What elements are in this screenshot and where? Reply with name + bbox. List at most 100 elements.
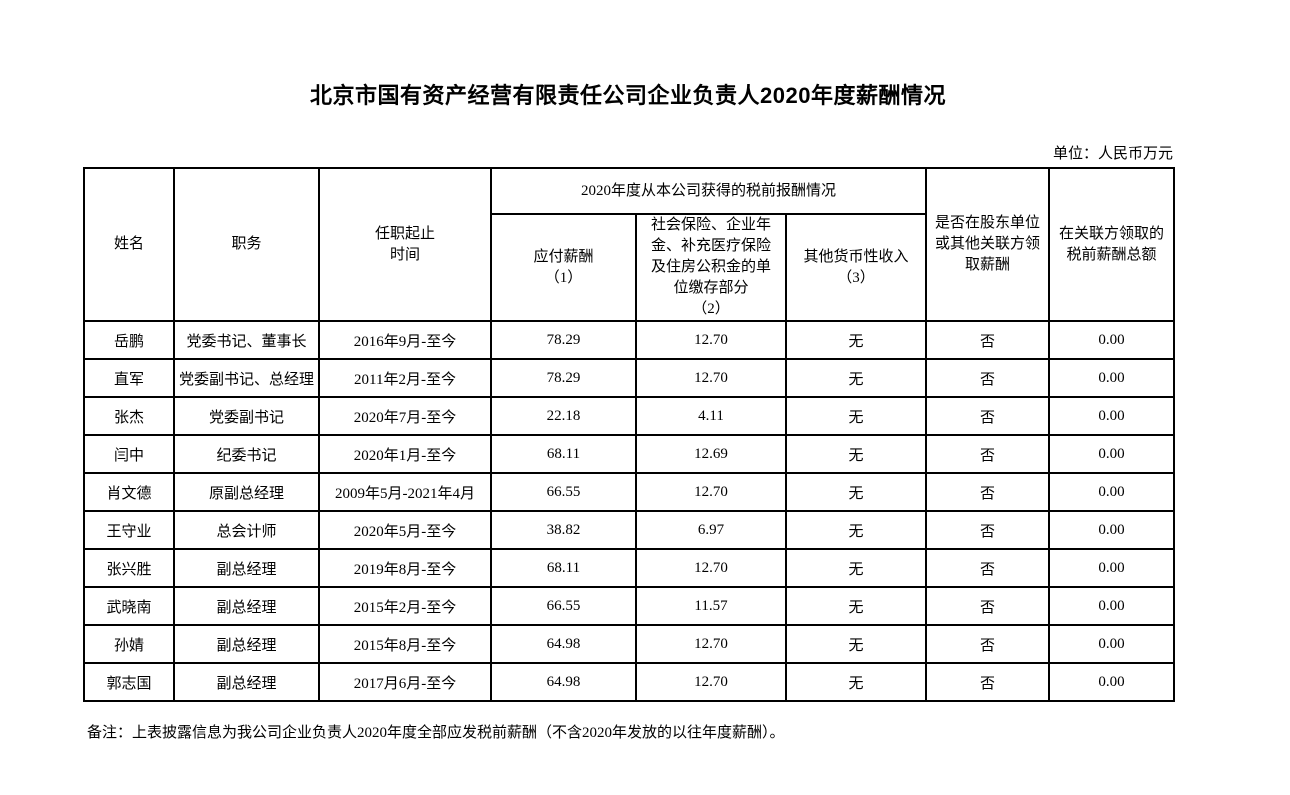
col-header-payable: 应付薪酬 （1） — [490, 213, 637, 322]
cell-related: 否 — [925, 396, 1051, 436]
cell-related: 否 — [925, 320, 1051, 360]
table-body: 岳鹏 党委书记、董事长 2016年9月-至今 78.29 12.70 无 否 0… — [83, 320, 1176, 702]
cell-name: 张兴胜 — [83, 548, 175, 588]
cell-position: 总会计师 — [173, 510, 320, 550]
cell-other: 无 — [784, 320, 928, 360]
table-row: 岳鹏 党委书记、董事长 2016年9月-至今 78.29 12.70 无 否 0… — [83, 320, 1176, 360]
footnote: 备注：上表披露信息为我公司企业负责人2020年度全部应发税前薪酬（不含2020年… — [87, 725, 785, 741]
cell-payable: 64.98 — [490, 624, 637, 664]
unit-label: 单位：人民币万元 — [1052, 146, 1173, 162]
table-row: 张杰 党委副书记 2020年7月-至今 22.18 4.11 无 否 0.00 — [83, 396, 1176, 436]
cell-name: 孙婧 — [83, 624, 175, 664]
cell-related: 否 — [925, 434, 1051, 474]
page-title: 北京市国有资产经营有限责任公司企业负责人2020年度薪酬情况 — [310, 83, 946, 108]
col-header-tenure: 任职起止 时间 — [318, 167, 492, 322]
cell-position: 副总经理 — [173, 586, 320, 626]
cell-social: 12.70 — [635, 320, 787, 360]
salary-table: 姓名 职务 任职起止 时间 2020年度从本公司获得的税前报酬情况 是否在股东单… — [83, 167, 1176, 702]
cell-name: 直军 — [83, 358, 175, 398]
cell-related: 否 — [925, 472, 1051, 512]
cell-name: 王守业 — [83, 510, 175, 550]
cell-payable: 68.11 — [490, 434, 637, 474]
table-row: 张兴胜 副总经理 2019年8月-至今 68.11 12.70 无 否 0.00 — [83, 548, 1176, 588]
cell-other: 无 — [784, 548, 928, 588]
cell-tenure: 2020年1月-至今 — [318, 434, 492, 474]
cell-total: 0.00 — [1048, 586, 1176, 626]
cell-total: 0.00 — [1048, 662, 1176, 702]
cell-name: 张杰 — [83, 396, 175, 436]
cell-position: 党委副书记、总经理 — [173, 358, 320, 398]
cell-social: 12.70 — [635, 548, 787, 588]
col-header-related-party: 是否在股东单位 或其他关联方领 取薪酬 — [925, 167, 1051, 322]
cell-social: 4.11 — [635, 396, 787, 436]
cell-social: 12.70 — [635, 472, 787, 512]
cell-payable: 22.18 — [490, 396, 637, 436]
cell-payable: 66.55 — [490, 586, 637, 626]
cell-social: 12.70 — [635, 358, 787, 398]
cell-name: 岳鹏 — [83, 320, 175, 360]
cell-other: 无 — [784, 472, 928, 512]
cell-position: 副总经理 — [173, 662, 320, 702]
cell-tenure: 2016年9月-至今 — [318, 320, 492, 360]
cell-position: 党委书记、董事长 — [173, 320, 320, 360]
cell-tenure: 2015年2月-至今 — [318, 586, 492, 626]
col-header-related-total: 在关联方领取的 税前薪酬总额 — [1048, 167, 1176, 322]
cell-social: 6.97 — [635, 510, 787, 550]
cell-social: 12.70 — [635, 662, 787, 702]
cell-other: 无 — [784, 624, 928, 664]
cell-name: 武晓南 — [83, 586, 175, 626]
cell-total: 0.00 — [1048, 396, 1176, 436]
cell-payable: 66.55 — [490, 472, 637, 512]
cell-other: 无 — [784, 358, 928, 398]
cell-position: 党委副书记 — [173, 396, 320, 436]
col-header-name: 姓名 — [83, 167, 175, 322]
cell-other: 无 — [784, 586, 928, 626]
cell-name: 郭志国 — [83, 662, 175, 702]
table-row: 王守业 总会计师 2020年5月-至今 38.82 6.97 无 否 0.00 — [83, 510, 1176, 550]
col-header-position: 职务 — [173, 167, 320, 322]
table-row: 武晓南 副总经理 2015年2月-至今 66.55 11.57 无 否 0.00 — [83, 586, 1176, 626]
table-row: 直军 党委副书记、总经理 2011年2月-至今 78.29 12.70 无 否 … — [83, 358, 1176, 398]
cell-position: 纪委书记 — [173, 434, 320, 474]
cell-tenure: 2020年7月-至今 — [318, 396, 492, 436]
cell-total: 0.00 — [1048, 510, 1176, 550]
table-row: 闫中 纪委书记 2020年1月-至今 68.11 12.69 无 否 0.00 — [83, 434, 1176, 474]
cell-other: 无 — [784, 662, 928, 702]
table-row: 郭志国 副总经理 2017月6月-至今 64.98 12.70 无 否 0.00 — [83, 662, 1176, 702]
document-page: 北京市国有资产经营有限责任公司企业负责人2020年度薪酬情况 单位：人民币万元 … — [83, 82, 1176, 743]
cell-total: 0.00 — [1048, 548, 1176, 588]
cell-tenure: 2020年5月-至今 — [318, 510, 492, 550]
cell-tenure: 2017月6月-至今 — [318, 662, 492, 702]
cell-other: 无 — [784, 434, 928, 474]
cell-social: 11.57 — [635, 586, 787, 626]
cell-total: 0.00 — [1048, 624, 1176, 664]
cell-position: 原副总经理 — [173, 472, 320, 512]
cell-payable: 38.82 — [490, 510, 637, 550]
table-row: 肖文德 原副总经理 2009年5月-2021年4月 66.55 12.70 无 … — [83, 472, 1176, 512]
cell-total: 0.00 — [1048, 320, 1176, 360]
cell-position: 副总经理 — [173, 548, 320, 588]
col-header-social: 社会保险、企业年 金、补充医疗保险 及住房公积金的单 位缴存部分 （2） — [635, 213, 787, 322]
table-row: 孙婧 副总经理 2015年8月-至今 64.98 12.70 无 否 0.00 — [83, 624, 1176, 664]
col-header-pretax-group: 2020年度从本公司获得的税前报酬情况 — [489, 167, 928, 215]
cell-total: 0.00 — [1048, 434, 1176, 474]
cell-payable: 78.29 — [490, 320, 637, 360]
cell-tenure: 2019年8月-至今 — [318, 548, 492, 588]
cell-other: 无 — [784, 510, 928, 550]
cell-social: 12.70 — [635, 624, 787, 664]
cell-tenure: 2011年2月-至今 — [318, 358, 492, 398]
cell-related: 否 — [925, 358, 1051, 398]
cell-social: 12.69 — [635, 434, 787, 474]
cell-total: 0.00 — [1048, 358, 1176, 398]
table-header: 姓名 职务 任职起止 时间 2020年度从本公司获得的税前报酬情况 是否在股东单… — [83, 167, 1176, 322]
cell-related: 否 — [925, 662, 1051, 702]
cell-related: 否 — [925, 586, 1051, 626]
cell-tenure: 2009年5月-2021年4月 — [318, 472, 492, 512]
cell-name: 闫中 — [83, 434, 175, 474]
cell-position: 副总经理 — [173, 624, 320, 664]
cell-related: 否 — [925, 548, 1051, 588]
cell-payable: 68.11 — [490, 548, 637, 588]
cell-related: 否 — [925, 510, 1051, 550]
cell-payable: 78.29 — [490, 358, 637, 398]
cell-other: 无 — [784, 396, 928, 436]
